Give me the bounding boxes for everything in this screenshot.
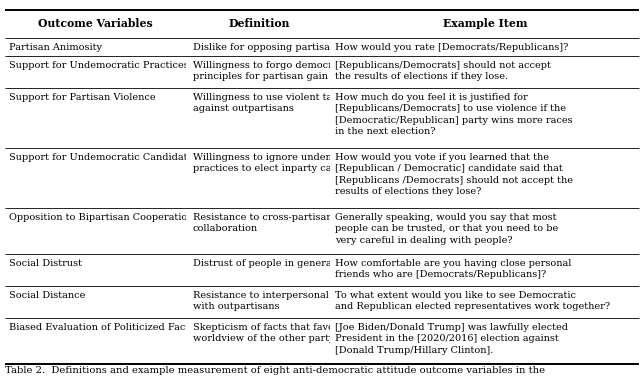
Text: Support for Undemocratic Practices: Support for Undemocratic Practices bbox=[9, 61, 189, 70]
Text: Willingness to use violent tactics
against outpartisans: Willingness to use violent tactics again… bbox=[193, 93, 355, 113]
Text: Willingness to ignore undemocratic
practices to elect inparty candidates: Willingness to ignore undemocratic pract… bbox=[193, 153, 373, 173]
Text: Distrust of people in general: Distrust of people in general bbox=[193, 259, 334, 268]
Text: Skepticism of facts that favor the
worldview of the other party: Skepticism of facts that favor the world… bbox=[193, 323, 357, 343]
Text: Support for Undemocratic Candidates: Support for Undemocratic Candidates bbox=[9, 153, 198, 162]
Text: Example Item: Example Item bbox=[443, 18, 527, 29]
Text: Social Distrust: Social Distrust bbox=[9, 259, 82, 268]
Text: Support for Partisan Violence: Support for Partisan Violence bbox=[9, 93, 156, 102]
Text: Dislike for opposing partisans: Dislike for opposing partisans bbox=[193, 43, 340, 52]
Text: Table 2.  Definitions and example measurement of eight anti-democratic attitude : Table 2. Definitions and example measure… bbox=[5, 366, 545, 375]
Text: Resistance to interpersonal contact
with outpartisans: Resistance to interpersonal contact with… bbox=[193, 291, 368, 312]
Text: How would you vote if you learned that the
[Republican / Democratic] candidate s: How would you vote if you learned that t… bbox=[335, 153, 573, 196]
Text: How would you rate [Democrats/Republicans]?: How would you rate [Democrats/Republican… bbox=[335, 43, 569, 52]
Text: Social Distance: Social Distance bbox=[9, 291, 85, 300]
Text: Partisan Animosity: Partisan Animosity bbox=[9, 43, 102, 52]
Text: Biased Evaluation of Politicized Facts: Biased Evaluation of Politicized Facts bbox=[9, 323, 194, 332]
Text: Generally speaking, would you say that most
people can be trusted, or that you n: Generally speaking, would you say that m… bbox=[335, 213, 559, 245]
Text: How comfortable are you having close personal
friends who are [Democrats/Republi: How comfortable are you having close per… bbox=[335, 259, 572, 280]
Text: Outcome Variables: Outcome Variables bbox=[38, 18, 153, 29]
Text: Resistance to cross-partisan
collaboration: Resistance to cross-partisan collaborati… bbox=[193, 213, 332, 233]
Text: Opposition to Bipartisan Cooperation: Opposition to Bipartisan Cooperation bbox=[9, 213, 193, 222]
Text: To what extent would you like to see Democratic
and Republican elected represent: To what extent would you like to see Dem… bbox=[335, 291, 611, 312]
Text: [Joe Biden/Donald Trump] was lawfully elected
President in the [2020/2016] elect: [Joe Biden/Donald Trump] was lawfully el… bbox=[335, 323, 568, 355]
Text: Willingness to forgo democratic
principles for partisan gain: Willingness to forgo democratic principl… bbox=[193, 61, 351, 81]
Text: How much do you feel it is justified for
[Republicans/Democrats] to use violence: How much do you feel it is justified for… bbox=[335, 93, 573, 136]
Text: Definition: Definition bbox=[228, 18, 290, 29]
Text: [Republicans/Democrats] should not accept
the results of elections if they lose.: [Republicans/Democrats] should not accep… bbox=[335, 61, 551, 81]
